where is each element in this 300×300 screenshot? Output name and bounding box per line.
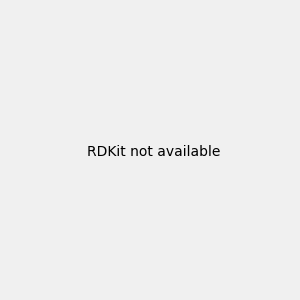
Text: RDKit not available: RDKit not available bbox=[87, 145, 220, 158]
